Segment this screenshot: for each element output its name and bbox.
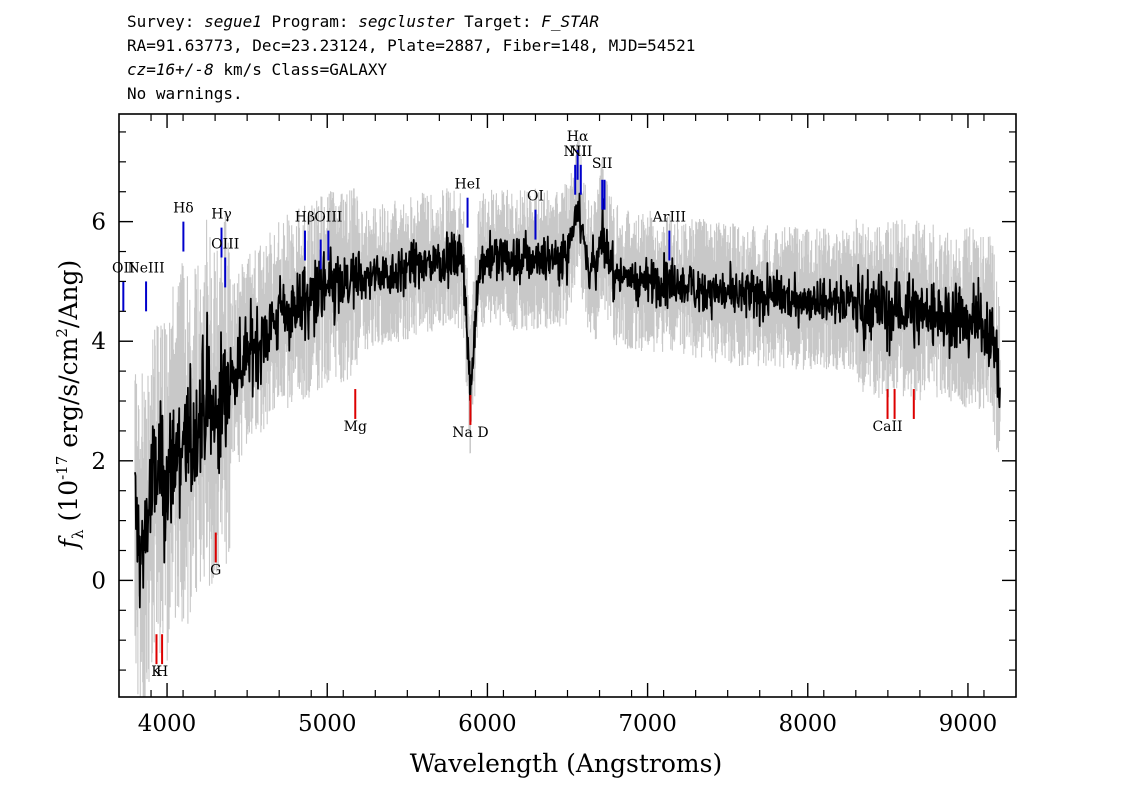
x-tick-label: 4000	[138, 711, 197, 737]
header-line-warnings: No warnings.	[127, 84, 243, 103]
emission-line-label: SII	[592, 156, 613, 172]
absorption-line-label: Na D	[452, 425, 488, 441]
x-tick-label: 6000	[458, 711, 517, 737]
header-line-survey: Survey: segue1 Program: segcluster Targe…	[127, 12, 600, 31]
emission-line-label: HeI	[455, 177, 481, 193]
emission-line-label: ArIII	[652, 210, 686, 226]
emission-line-label: Hδ	[173, 201, 194, 217]
y-tick-label: 2	[91, 449, 106, 475]
absorption-line-label: H	[156, 664, 168, 680]
header-line-coords: RA=91.63773, Dec=23.23124, Plate=2887, F…	[127, 36, 696, 55]
emission-line-label: Hγ	[211, 207, 232, 223]
spectrum-header: Survey: segue1 Program: segcluster Targe…	[127, 10, 695, 106]
emission-line-label: NII	[569, 144, 592, 160]
flux-error-band	[134, 137, 1001, 697]
flux-series	[134, 192, 1001, 609]
x-tick-label: 8000	[778, 711, 837, 737]
emission-line-label: OII	[112, 260, 135, 276]
header-line-redshift: cz=16+/-8 km/s Class=GALAXY	[127, 60, 388, 79]
x-axis-label: Wavelength (Angstroms)	[410, 749, 722, 778]
absorption-line-label: G	[210, 562, 221, 578]
emission-line-label: OI	[527, 189, 544, 205]
emission-line-label: Hα	[567, 129, 589, 145]
survey-value: segue1	[204, 12, 262, 31]
x-tick-label: 9000	[939, 711, 998, 737]
emission-line-label: NeIII	[127, 260, 164, 276]
emission-line-label: OIII	[211, 237, 239, 253]
emission-line-label: OIII	[314, 210, 342, 226]
axis-ticks: 4000 5000 6000 7000 8000 9000 0 2 4 6	[91, 114, 1016, 737]
y-tick-label: 4	[91, 329, 106, 355]
x-tick-label: 5000	[298, 711, 357, 737]
flux-line	[134, 192, 1001, 609]
emission-line-label: NII	[564, 144, 587, 160]
absorption-line-label: CaII	[872, 419, 902, 435]
redshift-value: cz=16+/-8	[127, 60, 214, 79]
absorption-line-label: K	[151, 664, 162, 680]
emission-line-label: Hβ	[295, 210, 315, 226]
y-tick-label: 6	[91, 210, 106, 236]
y-axis-label: fλ(10-17 erg/s/cm2/Ang)	[53, 260, 87, 551]
target-value: F_STAR	[541, 12, 600, 31]
error-bars	[134, 137, 1001, 697]
y-tick-label: 0	[91, 568, 106, 594]
absorption-line-label: Mg	[344, 419, 367, 435]
program-value: segcluster	[358, 12, 455, 31]
x-tick-label: 7000	[618, 711, 677, 737]
